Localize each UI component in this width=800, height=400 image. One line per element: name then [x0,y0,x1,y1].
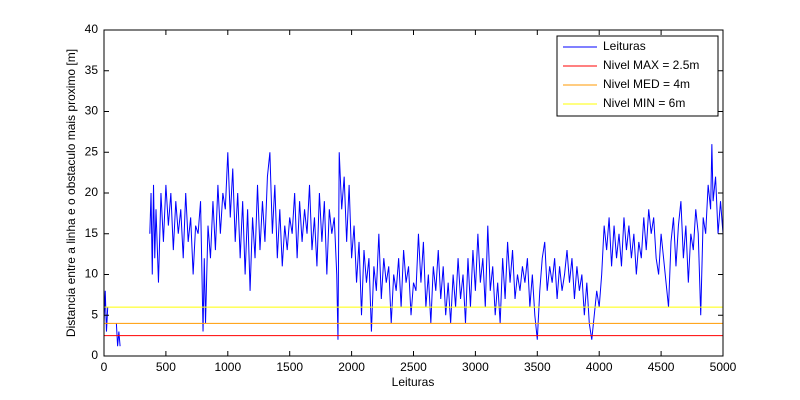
y-tick-label: 40 [85,22,99,36]
legend-label: Nivel MIN = 6m [603,96,685,110]
x-axis-label: Leituras [392,375,435,389]
legend-label: Leituras [603,39,646,53]
x-tick-label: 2500 [400,360,427,374]
y-tick-label: 35 [85,63,99,77]
x-tick-label: 4000 [586,360,613,374]
y-tick-label: 5 [91,307,98,321]
y-tick-label: 0 [91,348,98,362]
y-tick-label: 15 [85,226,99,240]
legend-label: Nivel MED = 4m [603,77,690,91]
x-tick-label: 3500 [524,360,551,374]
y-axis-label: Distancia entre a linha e o obstaculo ma… [64,49,78,337]
legend-label: Nivel MAX = 2.5m [603,58,699,72]
x-tick-label: 5000 [710,360,737,374]
x-tick-label: 0 [101,360,108,374]
y-tick-label: 10 [85,267,99,281]
x-tick-label: 4500 [648,360,675,374]
y-tick-label: 25 [85,144,99,158]
x-tick-label: 2000 [338,360,365,374]
x-tick-label: 3000 [462,360,489,374]
x-tick-label: 1500 [276,360,303,374]
y-tick-label: 30 [85,104,99,118]
x-tick-label: 500 [156,360,176,374]
y-tick-label: 20 [85,185,99,199]
x-tick-label: 1000 [214,360,241,374]
legend-box [556,35,719,117]
